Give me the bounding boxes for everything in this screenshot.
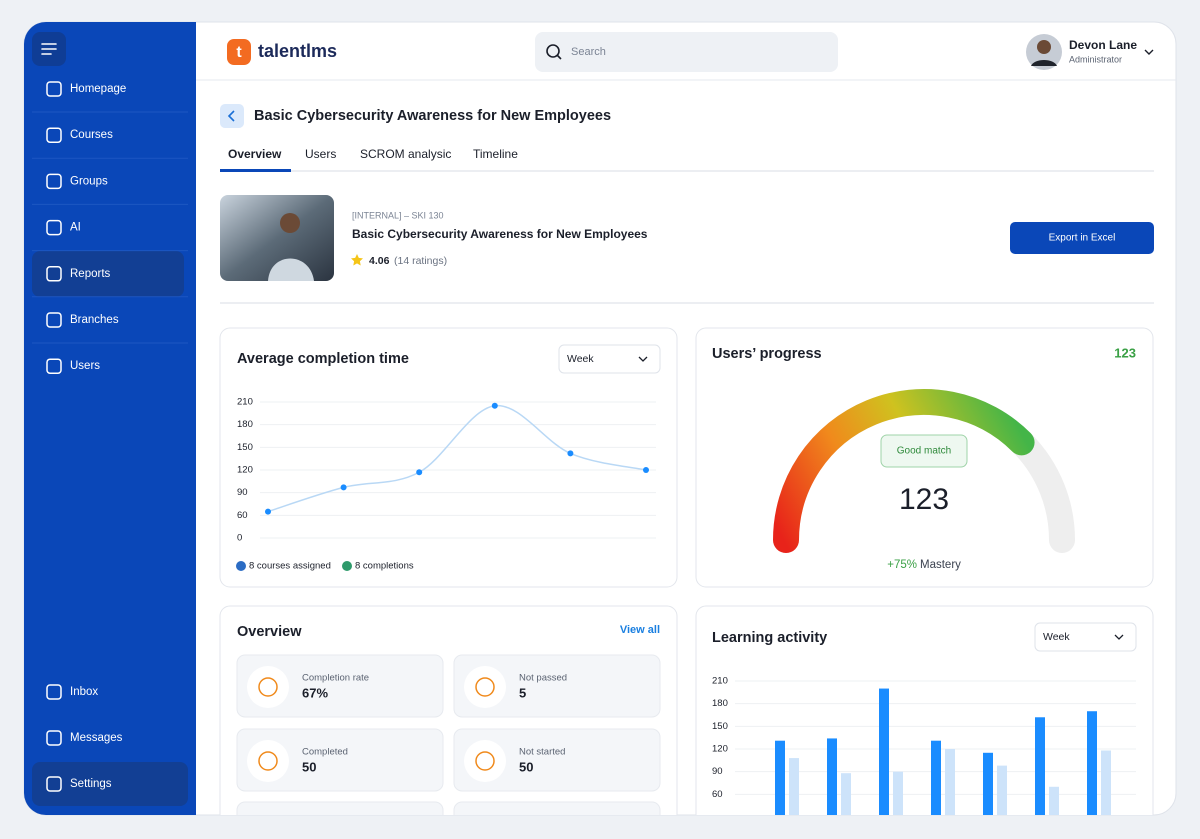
overview-title: Overview	[237, 624, 302, 640]
legend-label: 8 completions	[355, 561, 414, 572]
nav-label[interactable]: Groups	[70, 175, 108, 187]
y-tick-label: 90	[237, 487, 248, 498]
user-name: Devon Lane	[1069, 38, 1137, 52]
legend-label: 8 courses assigned	[249, 561, 331, 572]
stat-label: Not passed	[519, 673, 567, 684]
point	[643, 467, 649, 473]
tab[interactable]: Overview	[228, 147, 282, 161]
point	[265, 509, 271, 515]
point	[567, 450, 573, 456]
nav-label[interactable]: Branches	[70, 314, 119, 326]
nav-label[interactable]: Users	[70, 360, 100, 372]
course-ratings-count: (14 ratings)	[394, 255, 447, 267]
tabs: Overview Users SCROM analysic Timeline	[228, 147, 518, 161]
tab[interactable]: Users	[305, 147, 336, 161]
y-tick-label: 210	[237, 397, 253, 408]
y-tick-label: 210	[712, 676, 728, 687]
legend-dot	[236, 561, 246, 571]
stat-icon-bg	[247, 666, 289, 708]
gauge-badge-label: Good match	[897, 446, 951, 457]
y-tick-label: 0	[237, 533, 242, 544]
mastery-text: Mastery	[920, 559, 961, 571]
tab[interactable]: SCROM analysic	[360, 147, 451, 161]
period-label: Week	[1043, 631, 1070, 643]
y-tick-label: 60	[712, 789, 723, 800]
export-button-label: Export in Excel	[1049, 233, 1116, 244]
point	[341, 484, 347, 490]
nav-label[interactable]: AI	[70, 222, 81, 234]
view-all-link[interactable]: View all	[620, 624, 660, 636]
chart-title: Learning activity	[712, 630, 827, 646]
stat-value: 50	[302, 759, 316, 774]
y-tick-label: 150	[237, 442, 253, 453]
search-placeholder: Search	[571, 46, 606, 58]
point	[492, 403, 498, 409]
mastery-change: +75%	[887, 559, 917, 571]
nav-label[interactable]: Messages	[70, 732, 123, 744]
stat-value: 50	[519, 759, 533, 774]
nav-label[interactable]: Inbox	[70, 686, 98, 698]
logo-glyph: t	[236, 44, 242, 61]
point	[416, 469, 422, 475]
y-tick-label: 180	[237, 419, 253, 430]
y-tick-label: 90	[712, 766, 723, 777]
stat-label: Completed	[302, 747, 348, 758]
logo-text: talentlms	[258, 41, 337, 61]
nav-label[interactable]: Homepage	[70, 83, 126, 95]
gauge-value: 123	[899, 483, 949, 516]
page-title: Basic Cybersecurity Awareness for New Em…	[254, 108, 611, 124]
tab-underline	[220, 169, 291, 172]
nav-label[interactable]: Courses	[70, 129, 113, 141]
progress-value: 123	[1114, 345, 1136, 360]
progress-title: Users’ progress	[712, 346, 822, 362]
legend-dot	[342, 561, 352, 571]
y-tick-label: 60	[237, 510, 248, 521]
stat-label: Not started	[519, 747, 565, 758]
back-button[interactable]	[220, 104, 244, 128]
stat-label: Completion rate	[302, 673, 369, 684]
course-code: [INTERNAL] – SKI 130	[352, 210, 444, 220]
course-rating: 4.06	[369, 255, 390, 267]
stat-icon-bg	[464, 740, 506, 782]
avatar-face	[1037, 40, 1051, 54]
y-tick-label: 120	[712, 744, 728, 755]
course-title: Basic Cybersecurity Awareness for New Em…	[352, 227, 648, 241]
stat-icon-bg	[464, 666, 506, 708]
y-tick-label: 120	[237, 465, 253, 476]
stat-value: 5	[519, 685, 526, 700]
nav-label[interactable]: Settings	[70, 778, 112, 790]
period-label: Week	[567, 353, 594, 365]
nav-label[interactable]: Reports	[70, 268, 111, 280]
user-role: Administrator	[1069, 54, 1122, 64]
y-tick-label: 180	[712, 698, 728, 709]
course-image-person	[280, 213, 300, 233]
y-tick-label: 150	[712, 721, 728, 732]
chart-title: Average completion time	[237, 351, 409, 367]
stat-value: 67%	[302, 685, 328, 700]
tab[interactable]: Timeline	[473, 147, 518, 161]
stat-icon-bg	[247, 740, 289, 782]
